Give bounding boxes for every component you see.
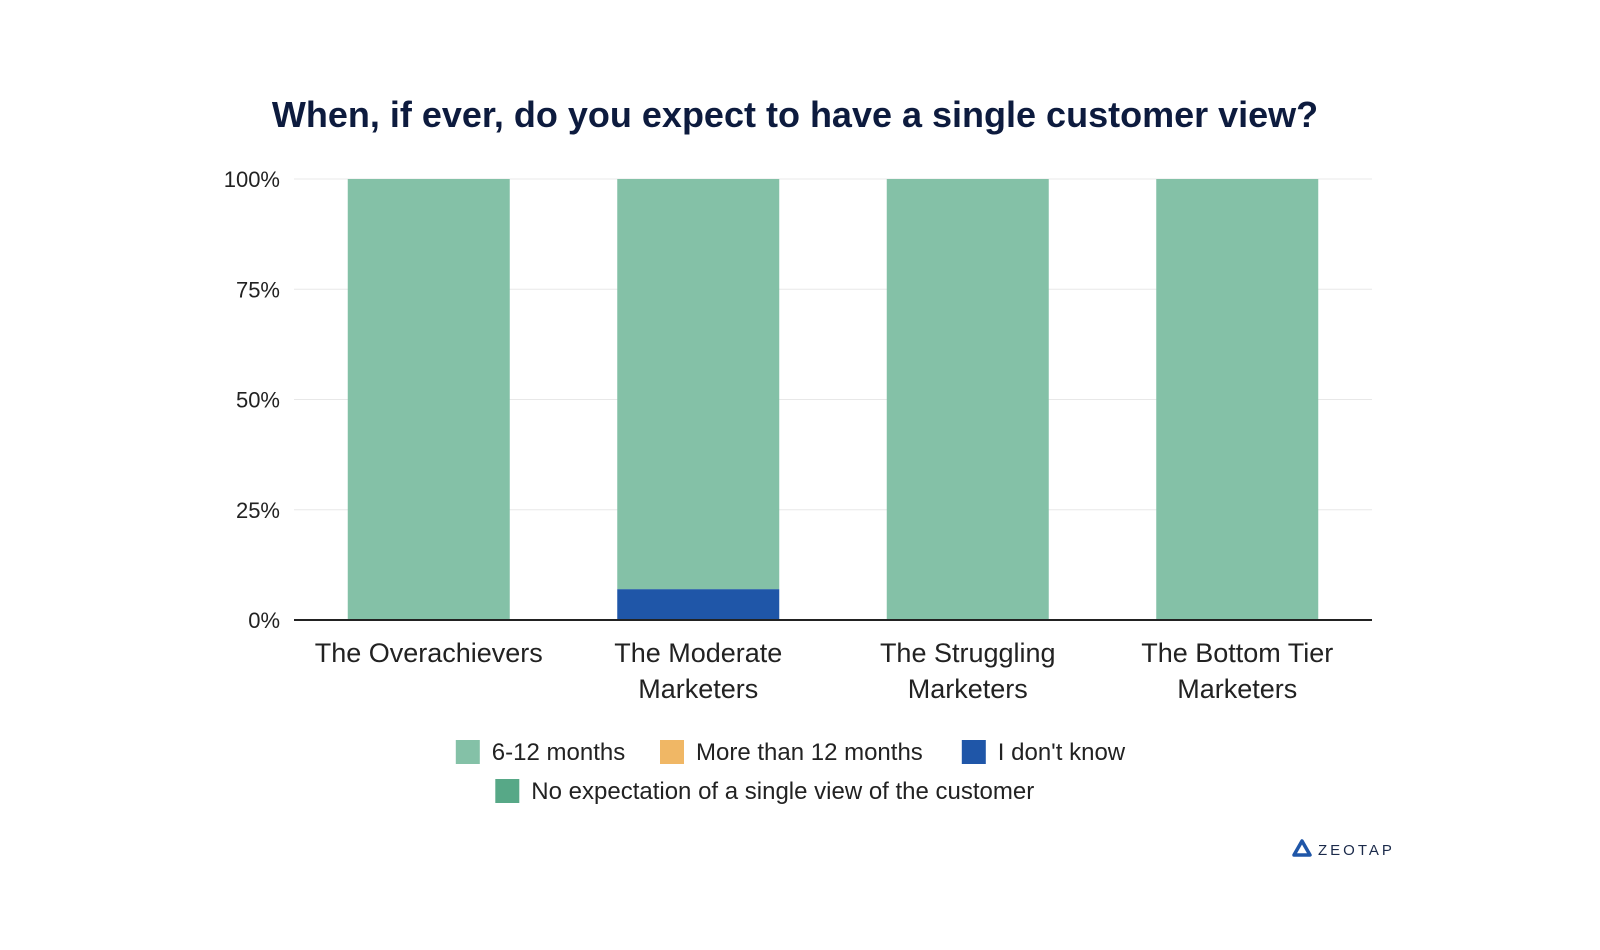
legend-item: More than 12 months — [660, 739, 923, 766]
bar-segment — [347, 179, 510, 620]
x-tick-label: The Overachievers — [315, 638, 543, 668]
y-tick-label: 0% — [248, 608, 280, 633]
legend-swatch — [660, 740, 684, 764]
legend-swatch — [455, 740, 480, 764]
x-tick-label: The Bottom Tier Marketers — [1141, 638, 1333, 704]
legend-item: 6-12 months — [455, 739, 625, 766]
legend-item: No expectation of a single view of the c… — [495, 778, 1034, 805]
legend-swatch — [495, 779, 520, 803]
x-tick-label: The Moderate Marketers — [614, 638, 782, 704]
x-axis: The Overachievers The Moderate Marketers Th… — [315, 638, 1334, 704]
brand-logo: ZEOTAP — [1292, 839, 1395, 859]
x-tick-label: The Struggling Marketers — [880, 638, 1056, 704]
y-tick-label: 25% — [236, 498, 280, 523]
bar-segment — [617, 589, 780, 620]
brand-name: ZEOTAP — [1318, 842, 1395, 859]
bar-segment — [1156, 179, 1319, 620]
y-axis: 0% 25% 50% 75% 100% — [224, 167, 280, 633]
legend: 6-12 months More than 12 months I don't kn… — [455, 739, 1126, 805]
legend-item: I don't know — [961, 739, 1126, 766]
legend-label: 6-12 months — [492, 739, 625, 766]
legend-label: More than 12 months — [696, 739, 923, 766]
legend-label: No expectation of a single view of the c… — [531, 778, 1034, 805]
chart-title: When, if ever, do you expect to have a s… — [272, 94, 1318, 135]
zeotap-logo-icon — [1292, 839, 1312, 857]
y-tick-label: 75% — [236, 277, 280, 302]
bar-segment — [617, 179, 780, 590]
y-tick-label: 50% — [236, 388, 280, 413]
legend-label: I don't know — [998, 739, 1126, 766]
bars — [347, 179, 1319, 620]
bar-segment — [886, 179, 1049, 620]
y-tick-label: 100% — [224, 167, 280, 192]
legend-swatch — [961, 740, 986, 764]
